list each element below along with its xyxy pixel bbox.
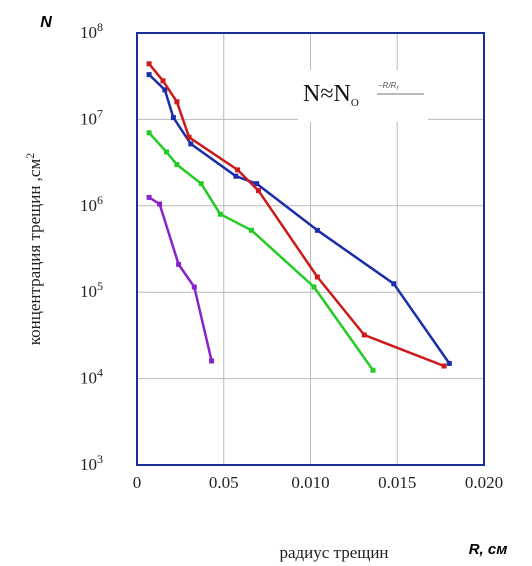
series-2-point-4 [217,211,223,217]
formula-subscript: O [351,97,359,109]
series-1-point-4 [235,167,241,173]
series-3-line [148,196,213,362]
series-3-point-3 [191,284,197,290]
series-1-point-3 [186,134,192,140]
x-tick-label-2: 0.010 [291,473,329,492]
y-axis-symbol: N [40,14,52,31]
series-0 [146,72,452,366]
y-tick-label-2: 105 [80,279,103,301]
y-tick-label-1: 104 [80,366,103,388]
series-2-point-3 [198,181,204,187]
x-axis-symbol: R, см [469,541,508,558]
y-tick-label-3: 106 [80,193,103,215]
formula-text: N≈NO [303,81,359,109]
formula-exponent-text: −R/R [378,81,397,90]
series-0-point-7 [391,281,397,287]
series-1-point-1 [160,78,166,84]
y-tick-label-0: 103 [80,452,103,474]
formula-background [298,70,428,122]
formula-box: N≈NO −R/Rf [298,70,428,122]
series-0-point-2 [170,115,176,121]
series-1-point-8 [441,363,447,369]
y-tick-exponent-0: 3 [97,452,103,466]
y-axis-label-superscript: 2 [23,153,37,159]
formula-exponent: −R/Rf [378,81,399,92]
series-0-point-3 [188,141,194,147]
series-2 [146,130,376,373]
y-tick-base-0: 10 [80,455,97,474]
series-3-point-4 [209,358,215,364]
series-0-point-6 [314,227,320,233]
x-tick-label-3: 0.015 [378,473,416,492]
series-1-point-6 [314,274,320,280]
x-tick-labels: 0 0.05 0.010 0.015 0.020 [133,473,503,492]
y-tick-label-5: 108 [80,20,103,42]
y-tick-exponent-4: 7 [97,106,103,120]
y-tick-exponent-3: 6 [97,193,103,207]
series-0-point-4 [233,173,239,179]
series-2-point-6 [311,284,317,290]
series-3-point-1 [157,201,163,207]
series-2-point-5 [249,227,254,233]
y-tick-exponent-2: 5 [97,279,103,293]
y-tick-exponent-1: 4 [97,366,103,380]
y-tick-label-4: 107 [80,106,103,128]
series-1-point-2 [174,99,180,105]
series-3-point-2 [176,261,182,267]
formula-main: N≈N [303,81,351,107]
series-2-point-7 [370,367,376,373]
series-1-point-0 [146,61,152,67]
series-2-point-1 [164,149,169,155]
series-2-line [148,131,375,371]
series-0-point-0 [146,72,152,78]
series-2-point-0 [146,130,152,136]
series-0-point-8 [446,360,452,366]
plot-frame [136,32,485,466]
formula-exponent-subscript: f [396,86,399,92]
series-0-point-1 [162,87,168,93]
series-1-point-7 [361,332,367,338]
y-tick-base-4: 10 [80,109,97,128]
series-2-point-2 [174,162,180,168]
series-1-point-5 [255,188,261,194]
x-axis-label: радиус трещин [279,543,388,562]
series-0-point-5 [254,181,260,187]
x-tick-label-0: 0 [133,473,142,492]
y-tick-exponent-5: 8 [97,20,103,34]
series-3 [146,194,215,364]
y-tick-base-3: 10 [80,196,97,215]
series-1 [146,61,447,369]
y-tick-base-5: 10 [80,23,97,42]
y-axis-label: концентрация трещин ,см2 [23,153,44,345]
y-axis-label-text: концентрация трещин ,см [25,159,44,346]
y-tick-base-2: 10 [80,282,97,301]
x-tick-label-1: 0.05 [209,473,239,492]
series-3-point-0 [146,194,152,200]
x-tick-label-4: 0.020 [465,473,503,492]
y-tick-base-1: 10 [80,369,97,388]
series-layer [146,61,452,373]
